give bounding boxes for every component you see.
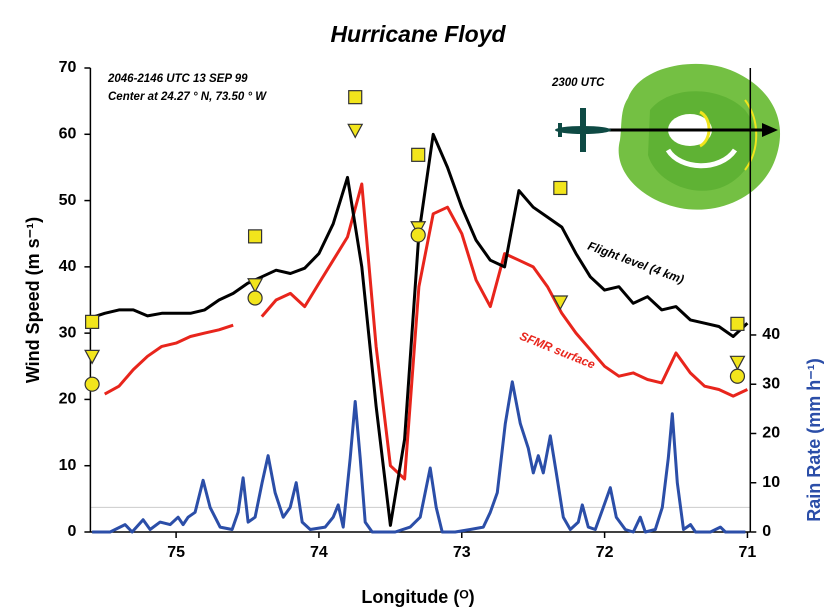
square-marker	[348, 90, 363, 105]
square-marker	[85, 314, 100, 329]
circle-marker	[410, 227, 426, 243]
circle-marker	[729, 368, 746, 384]
series-label: SFMR surface	[518, 329, 598, 372]
y2-tick-label: 20	[762, 425, 780, 442]
y-axis-label: Wind Speed (m s⁻¹)	[23, 217, 43, 383]
chart-title: Hurricane Floyd	[330, 21, 506, 47]
series-line	[92, 380, 746, 534]
y-tick-label: 60	[59, 126, 77, 143]
y-tick-label: 50	[59, 192, 77, 209]
triangle-marker	[552, 295, 569, 311]
square-marker	[247, 229, 263, 244]
x-tick-label: 75	[167, 544, 185, 561]
y2-axis-label: Rain Rate (mm h⁻¹)	[804, 358, 824, 522]
y2-tick-label: 0	[762, 523, 771, 540]
triangle-marker	[729, 355, 746, 371]
x-tick-label: 73	[453, 544, 471, 561]
y2-tick-label: 10	[762, 474, 780, 491]
series-line	[103, 182, 749, 481]
x-tick-label: 74	[310, 544, 328, 561]
square-marker	[553, 180, 568, 196]
y-tick-label: 20	[59, 391, 77, 408]
x-tick-label: 72	[596, 544, 614, 561]
annotation: Center at 24.27 ° N, 73.50 ° W	[108, 91, 267, 103]
y2-tick-label: 30	[762, 375, 780, 392]
y-tick-label: 30	[59, 324, 77, 341]
x-tick-label: 71	[739, 544, 757, 561]
y-tick-label: 70	[59, 59, 77, 76]
circle-marker	[84, 376, 100, 392]
y2-tick-label: 40	[762, 326, 780, 343]
triangle-marker	[247, 278, 264, 294]
y-tick-label: 40	[59, 258, 77, 275]
square-marker	[411, 147, 426, 162]
radar-image	[555, 63, 781, 210]
square-marker	[730, 316, 745, 331]
annotation: 2300 UTC	[551, 77, 605, 89]
x-axis-label: Longitude (ᴼ)	[361, 587, 474, 607]
annotation: 2046-2146 UTC 13 SEP 99	[107, 73, 248, 85]
series-label: Flight level (4 km)	[586, 239, 686, 287]
triangle-marker	[84, 349, 101, 365]
y-tick-label: 0	[67, 523, 76, 540]
circle-marker	[247, 290, 263, 306]
triangle-marker	[347, 123, 364, 139]
y-tick-label: 10	[59, 457, 77, 474]
